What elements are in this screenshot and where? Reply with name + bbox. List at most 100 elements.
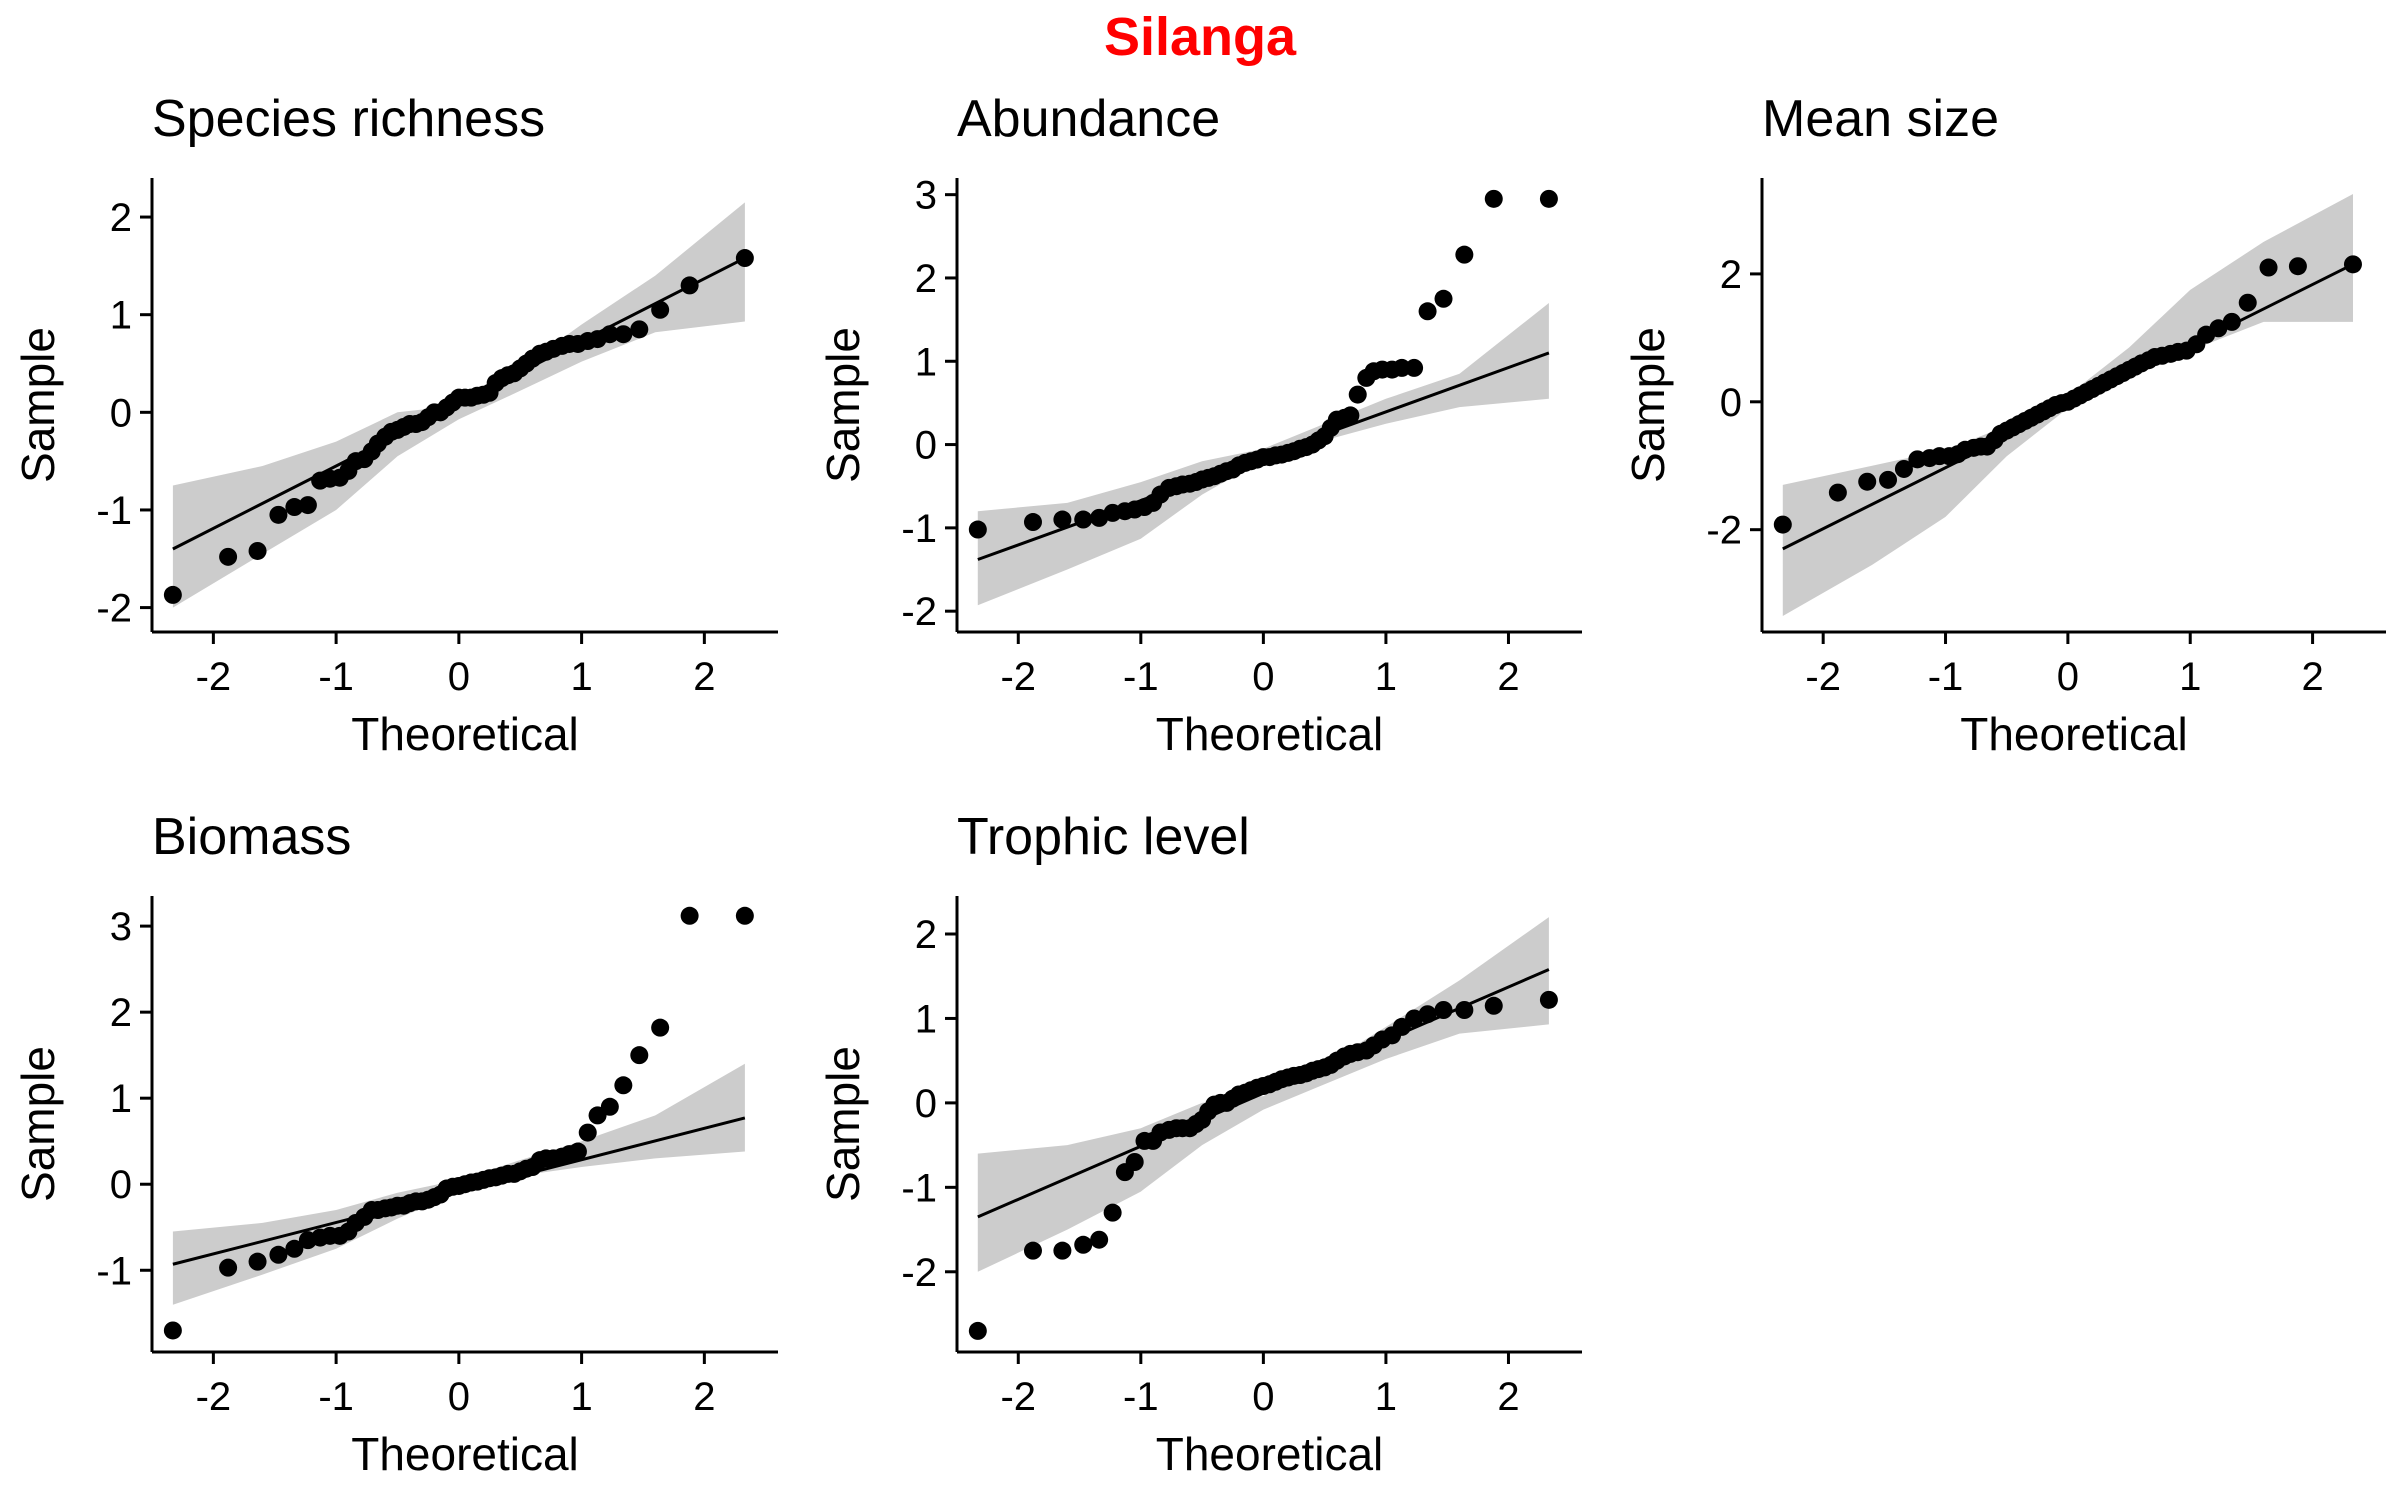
data-point bbox=[568, 1142, 587, 1161]
data-point bbox=[1074, 510, 1093, 529]
data-point bbox=[968, 1321, 987, 1340]
x-tick-label: 0 bbox=[1252, 1375, 1274, 1419]
y-tick-label: 0 bbox=[915, 1082, 937, 1126]
page-title: Silanga bbox=[1103, 7, 1297, 67]
x-tick-label: 1 bbox=[1375, 655, 1397, 699]
data-point bbox=[1539, 189, 1558, 208]
data-point bbox=[680, 906, 699, 925]
data-point bbox=[1053, 1241, 1072, 1260]
data-point bbox=[163, 1321, 182, 1340]
panel-title: Abundance bbox=[957, 90, 1220, 148]
x-tick-label: 1 bbox=[570, 1375, 592, 1419]
data-point bbox=[2288, 257, 2307, 276]
data-point bbox=[680, 276, 699, 295]
panel-2: -2 -1 0 1 2 -2 -1 0 1 2 3 Abundance Theoretical Sampl… bbox=[817, 90, 1582, 760]
data-point bbox=[2222, 312, 2241, 331]
data-point bbox=[735, 906, 754, 925]
y-axis-label: Sample bbox=[12, 327, 64, 483]
data-point bbox=[1773, 515, 1792, 534]
data-point bbox=[1455, 1001, 1474, 1019]
y-tick-label: 2 bbox=[915, 913, 937, 957]
y-tick-label: 0 bbox=[1720, 381, 1742, 425]
y-axis-label: Sample bbox=[1622, 327, 1674, 483]
x-tick-label: -2 bbox=[196, 655, 232, 699]
data-point bbox=[2238, 293, 2257, 312]
panel-3: -2 -1 0 1 2 -2 0 2 Mean size Theoretical Sample bbox=[1622, 90, 2386, 760]
x-axis-label: Theoretical bbox=[1156, 708, 1384, 760]
data-point bbox=[2259, 258, 2278, 277]
y-axis-label: Sample bbox=[817, 327, 869, 483]
y-tick-label: 2 bbox=[110, 196, 132, 240]
y-tick-label: -2 bbox=[96, 587, 132, 631]
data-point bbox=[163, 585, 182, 604]
y-tick-label: 2 bbox=[915, 257, 937, 301]
data-point bbox=[1484, 189, 1503, 208]
x-tick-label: 2 bbox=[1497, 655, 1519, 699]
x-tick-label: -2 bbox=[196, 1375, 232, 1419]
data-point bbox=[298, 496, 317, 515]
x-axis-label: Theoretical bbox=[1960, 708, 2188, 760]
x-tick-label: 1 bbox=[570, 655, 592, 699]
data-point bbox=[1090, 1230, 1109, 1249]
y-tick-label: -2 bbox=[901, 1251, 937, 1295]
y-tick-label: 0 bbox=[915, 424, 937, 468]
x-tick-label: 1 bbox=[2179, 655, 2201, 699]
data-point bbox=[1405, 358, 1424, 377]
data-point bbox=[1434, 1001, 1453, 1019]
data-point bbox=[285, 1239, 304, 1258]
data-point bbox=[1828, 483, 1847, 502]
x-axis-label: Theoretical bbox=[1156, 1428, 1384, 1480]
data-point bbox=[1023, 1241, 1042, 1260]
panel-title: Species richness bbox=[152, 90, 545, 148]
data-point bbox=[1418, 1005, 1437, 1024]
data-point bbox=[614, 325, 633, 344]
x-tick-label: -2 bbox=[1805, 655, 1841, 699]
y-tick-label: -1 bbox=[901, 507, 937, 551]
panel-4: -2 -1 0 1 2 -1 0 1 2 3 Biomass Theoretical Sample bbox=[12, 808, 778, 1480]
data-point bbox=[1894, 459, 1913, 478]
x-tick-label: 0 bbox=[448, 655, 470, 699]
data-point bbox=[1484, 996, 1503, 1015]
data-point bbox=[1455, 245, 1474, 264]
y-tick-label: 2 bbox=[1720, 253, 1742, 297]
y-tick-label: 2 bbox=[110, 991, 132, 1035]
data-point bbox=[1879, 470, 1898, 489]
x-tick-label: 0 bbox=[1252, 655, 1274, 699]
data-point bbox=[1341, 406, 1360, 425]
data-point bbox=[2343, 255, 2362, 274]
data-point bbox=[614, 1076, 633, 1095]
y-axis-label: Sample bbox=[817, 1046, 869, 1202]
x-tick-label: -1 bbox=[1123, 1375, 1159, 1419]
data-point bbox=[1434, 289, 1453, 308]
data-point bbox=[1418, 302, 1437, 321]
y-tick-label: 0 bbox=[110, 1163, 132, 1207]
data-point bbox=[651, 300, 670, 319]
data-point bbox=[600, 1097, 619, 1116]
data-point bbox=[1023, 513, 1042, 532]
data-point bbox=[248, 541, 267, 560]
data-point bbox=[630, 320, 649, 339]
y-tick-label: -2 bbox=[1706, 509, 1742, 553]
y-tick-label: 1 bbox=[915, 997, 937, 1041]
y-tick-label: 1 bbox=[110, 1077, 132, 1121]
y-tick-label: -2 bbox=[901, 590, 937, 634]
data-point bbox=[269, 1245, 288, 1264]
x-axis-label: Theoretical bbox=[351, 708, 579, 760]
x-tick-label: 0 bbox=[2057, 655, 2079, 699]
data-point bbox=[578, 1123, 597, 1142]
panel-5: -2 -1 0 1 2 -2 -1 0 1 2 Trophic level Theoretical Sa… bbox=[817, 808, 1582, 1480]
data-point bbox=[1348, 385, 1367, 404]
x-tick-label: 0 bbox=[448, 1375, 470, 1419]
x-tick-label: 2 bbox=[2301, 655, 2323, 699]
data-point bbox=[269, 505, 288, 524]
x-tick-label: -1 bbox=[318, 655, 354, 699]
x-tick-label: 2 bbox=[693, 655, 715, 699]
x-tick-label: -1 bbox=[1123, 655, 1159, 699]
y-tick-label: 3 bbox=[110, 905, 132, 949]
data-point bbox=[248, 1252, 267, 1271]
y-tick-label: -1 bbox=[96, 489, 132, 533]
data-point bbox=[630, 1046, 649, 1065]
data-point bbox=[1053, 510, 1072, 529]
panel-1: -2 -1 0 1 2 -2 -1 0 1 2 Species richness Theoretica… bbox=[12, 90, 778, 760]
